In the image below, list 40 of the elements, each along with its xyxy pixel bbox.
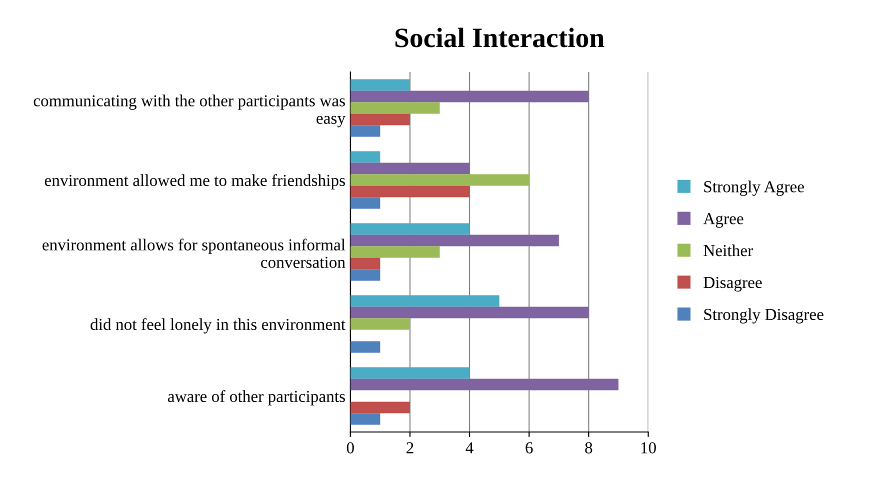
bar (350, 114, 410, 126)
bar (350, 90, 589, 102)
bar (350, 174, 530, 186)
y-tick-label: environment allows for spontaneous informal conversation (42, 238, 346, 268)
bar (350, 79, 410, 91)
bar (350, 378, 618, 390)
bar (350, 102, 440, 114)
bar (350, 295, 500, 307)
bar (350, 186, 470, 198)
bar (350, 162, 470, 174)
y-tick-label: aware of other participants (168, 390, 345, 406)
legend-label: Agree (703, 213, 744, 228)
bar (350, 318, 410, 330)
legend-label: Strongly Agree (704, 180, 804, 196)
bar (350, 125, 380, 137)
bar (350, 234, 559, 246)
bar (350, 197, 380, 209)
x-tick-label: 6 (526, 442, 533, 454)
x-tick-label: 10 (641, 442, 656, 454)
bar (350, 367, 470, 379)
x-tick-label: 4 (466, 442, 474, 454)
y-tick-label: communicating with the other participants was easy (34, 94, 346, 128)
legend-label: Neither (704, 244, 753, 256)
bar (350, 258, 380, 270)
bar (350, 306, 589, 318)
x-tick-label: 0 (346, 442, 354, 454)
bar (350, 223, 470, 235)
legend-label: Strongly Disagree (704, 308, 824, 324)
bar (350, 402, 410, 414)
x-tick-label: 2 (406, 442, 414, 454)
y-tick-label: environment allowed me to make friendships (44, 174, 345, 190)
bar (350, 341, 380, 353)
x-tick-label: 8 (585, 442, 592, 454)
bar (350, 269, 380, 281)
bar (350, 151, 380, 163)
y-tick-label: did not feel lonely in this environment (90, 318, 346, 334)
bar (350, 246, 440, 258)
legend-label: Disagree (704, 276, 762, 292)
chart-title: Social Interaction (395, 28, 604, 48)
bar (350, 413, 380, 425)
